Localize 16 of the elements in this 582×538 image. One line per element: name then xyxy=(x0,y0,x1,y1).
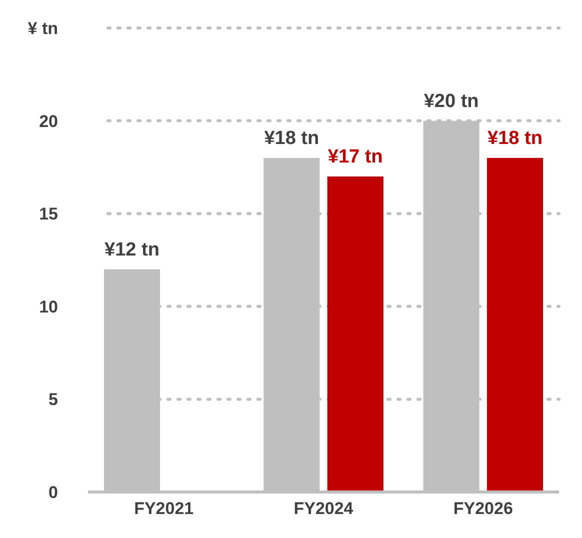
y-tick-label: 15 xyxy=(39,204,58,224)
y-axis-title: ¥ tn xyxy=(28,18,58,38)
data-label: ¥18 tn xyxy=(264,128,320,149)
x-tick-label: FY2021 xyxy=(134,499,194,518)
data-label: ¥12 tn xyxy=(104,239,160,260)
data-label: ¥17 tn xyxy=(328,146,383,168)
x-tick-label: FY2026 xyxy=(453,499,513,518)
data-label: ¥20 tn xyxy=(424,90,479,112)
y-tick-label: 5 xyxy=(48,390,58,410)
data-label: ¥18 tn xyxy=(488,128,542,149)
y-tick-label: 0 xyxy=(48,482,58,502)
y-tick-label: 10 xyxy=(39,297,58,316)
bar xyxy=(486,158,544,492)
x-tick-label: FY2024 xyxy=(294,499,354,518)
bar xyxy=(327,176,384,492)
y-tick-label: 20 xyxy=(39,112,58,131)
